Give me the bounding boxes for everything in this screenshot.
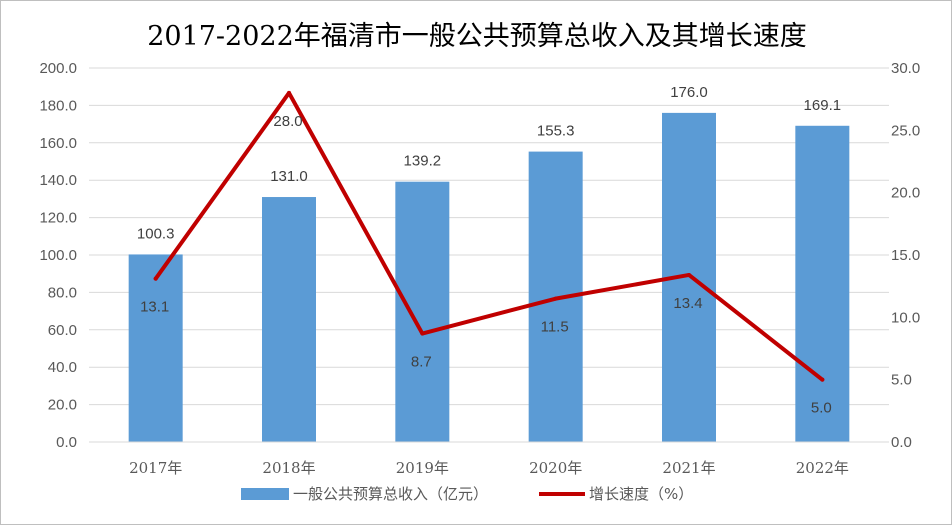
legend-bar-swatch <box>241 488 289 500</box>
bar-data-label: 139.2 <box>404 153 442 170</box>
y-right-tick-label: 20.0 <box>891 185 920 202</box>
chart-title: 2017-2022年福清市一般公共预算总收入及其增长速度 <box>147 21 807 52</box>
line-point <box>287 90 291 95</box>
y-left-tick-label: 140.0 <box>39 172 77 189</box>
line-data-label: 8.7 <box>411 354 432 371</box>
legend-line-label: 增长速度（%） <box>589 485 693 503</box>
growth-line <box>153 90 825 382</box>
y-right-tick-label: 25.0 <box>891 122 920 139</box>
y-left-tick-label: 160.0 <box>39 135 77 152</box>
bar <box>795 125 850 443</box>
x-tick-label: 2017年 <box>129 459 182 477</box>
line-point <box>420 331 425 336</box>
bar-series <box>128 112 850 443</box>
bar <box>395 181 450 443</box>
gridlines <box>89 67 889 406</box>
line-point <box>687 272 691 277</box>
line-data-label: 5.0 <box>811 400 832 417</box>
legend: 一般公共预算总收入（亿元） 增长速度（%） <box>241 485 693 503</box>
y-left-tick-label: 120.0 <box>39 210 77 227</box>
line-series <box>153 90 825 382</box>
y-right-tick-label: 5.0 <box>891 372 912 389</box>
data-labels: 100.3 131.0 139.2 155.3 176.0 169.1 13.1 28.0 8.… <box>137 84 841 417</box>
line-data-label: 11.5 <box>541 319 569 336</box>
y-left-tick-label: 180.0 <box>39 97 77 114</box>
line-point <box>153 276 158 281</box>
line-data-label: 28.0 <box>273 113 302 130</box>
y-left-tick-label: 40.0 <box>48 359 77 376</box>
y-left-tick-label: 20.0 <box>48 397 77 414</box>
x-tick-label: 2021年 <box>662 459 715 477</box>
bar-data-label: 100.3 <box>137 225 175 242</box>
y-right-tick-label: 15.0 <box>891 247 920 264</box>
bar-data-label: 155.3 <box>537 123 575 140</box>
axes: 0.0 20.0 40.0 60.0 80.0 100.0 120.0 140.0 160.0 1… <box>39 60 920 477</box>
y-right-tick-label: 10.0 <box>891 309 920 326</box>
line-point <box>553 296 558 301</box>
bar-data-label: 131.0 <box>270 168 308 185</box>
y-left-tick-label: 200.0 <box>39 60 77 77</box>
line-data-label: 13.1 <box>140 299 169 316</box>
y-left-tick-label: 60.0 <box>48 322 77 339</box>
line-data-label: 13.4 <box>673 295 702 312</box>
legend-bar-label: 一般公共预算总收入（亿元） <box>293 485 488 503</box>
y-left-tick-label: 100.0 <box>39 247 77 264</box>
y-left-tick-label: 80.0 <box>48 284 77 301</box>
x-tick-label: 2022年 <box>796 459 849 477</box>
x-tick-label: 2018年 <box>262 459 315 477</box>
y-right-tick-label: 0.0 <box>891 434 912 451</box>
bar <box>128 254 183 442</box>
bar <box>262 197 316 442</box>
x-tick-label: 2020年 <box>529 459 582 477</box>
bar-data-label: 169.1 <box>804 97 842 114</box>
y-left-tick-label: 0.0 <box>56 434 77 451</box>
x-tick-label: 2019年 <box>396 459 449 477</box>
bar-data-label: 176.0 <box>670 84 708 101</box>
line-point <box>820 377 825 382</box>
y-right-tick-label: 30.0 <box>891 60 920 77</box>
